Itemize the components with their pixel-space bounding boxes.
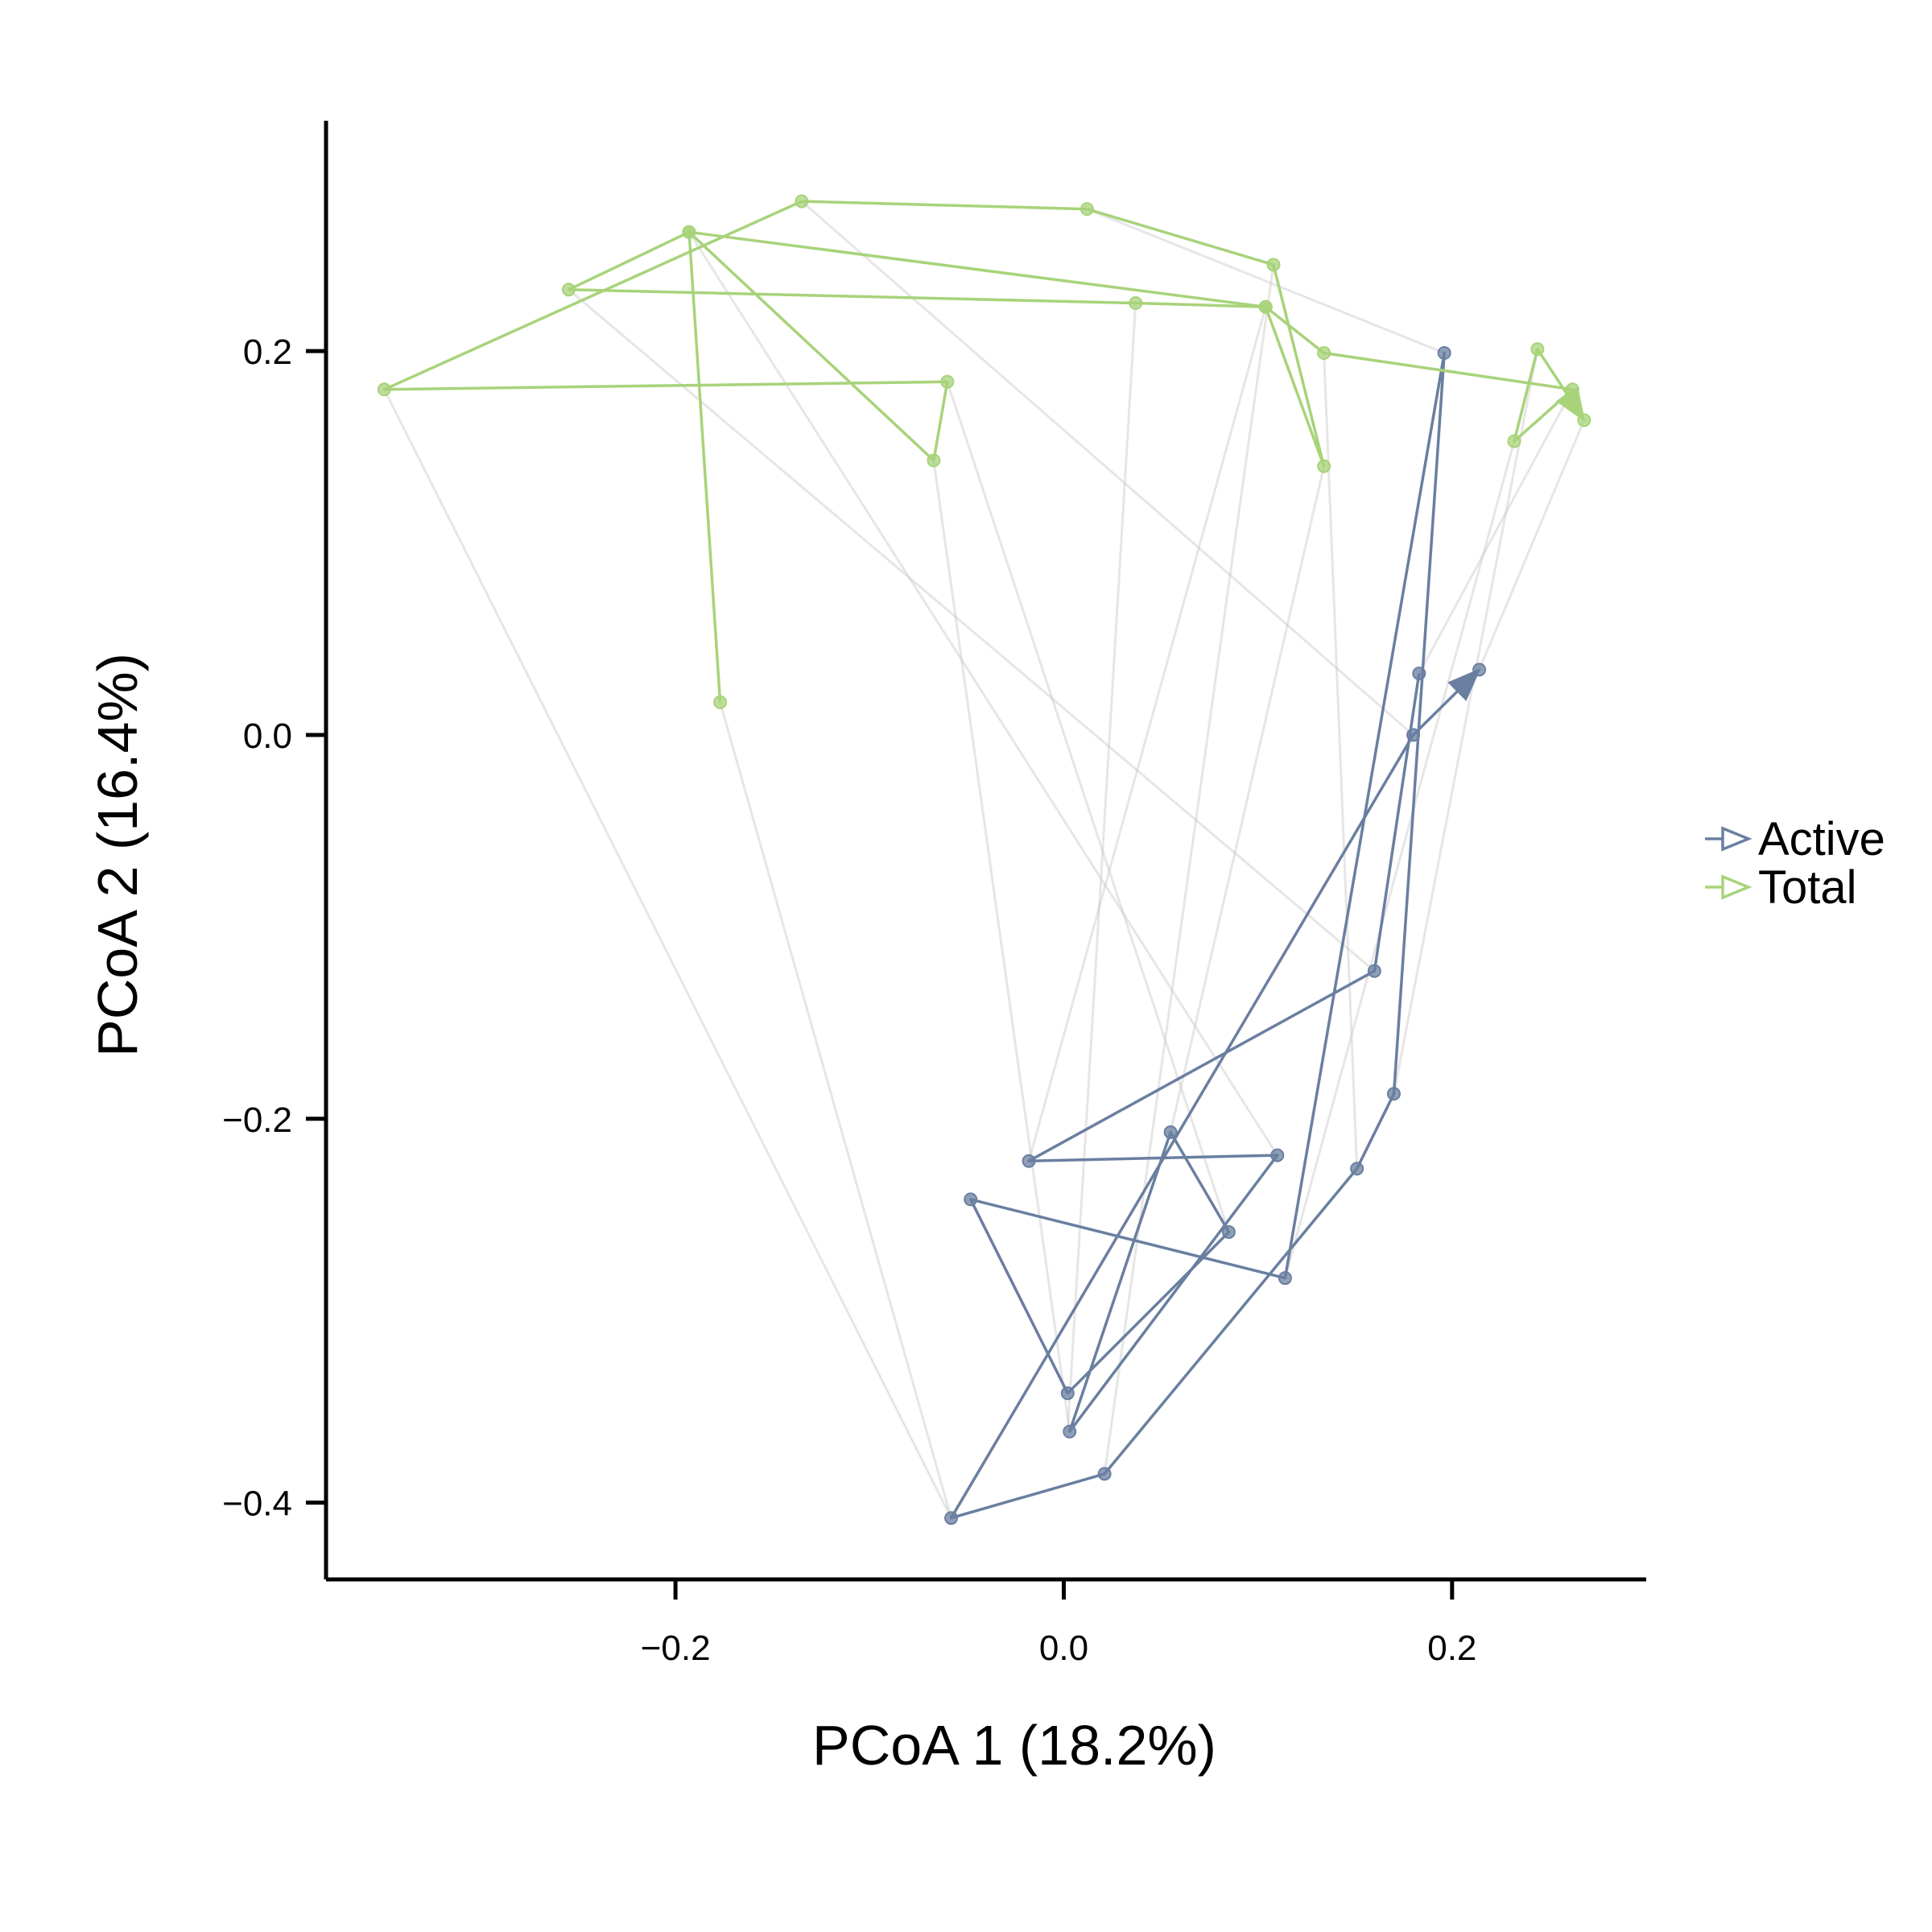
total-point <box>682 225 696 239</box>
active-point <box>1060 1386 1075 1401</box>
connector-line <box>1169 465 1326 1133</box>
axes <box>324 121 1646 1582</box>
connector-line <box>1323 353 1359 1169</box>
connector-line <box>1283 440 1516 1279</box>
connector-line <box>1066 303 1137 1432</box>
data-points <box>377 194 1591 1525</box>
series-paths <box>382 200 1586 1520</box>
active-point <box>1412 667 1426 681</box>
connector-line <box>932 460 1071 1432</box>
active-point <box>1386 1087 1401 1101</box>
total-point <box>940 374 955 389</box>
active-point <box>1406 728 1421 742</box>
y-tick-label: −0.2 <box>222 1100 292 1140</box>
total-arrowhead <box>1555 386 1586 423</box>
total-point <box>1565 382 1579 397</box>
x-tick-label: 0.2 <box>1427 1629 1476 1668</box>
active-point <box>1278 1271 1292 1286</box>
active-point <box>1163 1125 1178 1139</box>
active-arrowhead <box>1447 667 1481 702</box>
total-point <box>927 453 941 468</box>
active-point <box>1221 1224 1236 1239</box>
tick-marks: −0.2 0.0 0.2 −0.4 −0.2 0.0 0.2 <box>222 332 1476 1668</box>
total-point <box>1577 413 1591 427</box>
legend-item-active: Active <box>1705 813 1885 865</box>
total-trajectory-line <box>382 200 1586 703</box>
active-point <box>1063 1424 1077 1439</box>
total-point <box>377 382 391 397</box>
connector-line <box>1086 208 1445 354</box>
connector-line <box>383 389 952 1519</box>
total-point <box>1530 342 1545 357</box>
connector-line <box>1027 306 1267 1162</box>
active-point <box>1472 663 1487 677</box>
total-point <box>1258 299 1273 314</box>
y-tick-label: −0.4 <box>222 1484 292 1524</box>
legend-label-total: Total <box>1758 861 1857 914</box>
total-point <box>1317 459 1331 473</box>
total-point <box>795 194 809 208</box>
total-point <box>1129 296 1143 310</box>
connector-lines <box>383 200 1586 1519</box>
legend-arrow-total <box>1721 874 1752 900</box>
active-point <box>1437 345 1451 360</box>
x-axis-title: PCoA 1 (18.2%) <box>812 1714 1216 1777</box>
y-tick-label: 0.0 <box>243 716 292 756</box>
connector-line <box>568 288 1376 972</box>
connector-line <box>1478 419 1586 671</box>
legend-arrow-active <box>1721 826 1752 852</box>
connector-line <box>719 702 953 1519</box>
x-tick-label: 0.0 <box>1039 1629 1088 1668</box>
connector-line <box>1103 264 1275 1475</box>
total-point <box>1507 434 1521 448</box>
total-point <box>561 283 576 297</box>
active-point <box>1270 1148 1285 1162</box>
active-point <box>1367 964 1381 978</box>
connector-line <box>1418 389 1574 675</box>
active-point <box>1350 1162 1364 1176</box>
active-point <box>1022 1154 1036 1168</box>
active-point <box>944 1511 959 1525</box>
legend-label-active: Active <box>1758 813 1885 865</box>
y-tick-label: 0.2 <box>243 332 292 372</box>
total-point <box>713 695 728 709</box>
active-point <box>964 1192 978 1207</box>
y-axis-title: PCoA 2 (16.4%) <box>86 653 149 1057</box>
connector-line <box>1392 349 1539 1095</box>
connector-line <box>946 381 1230 1232</box>
total-point <box>1080 202 1094 217</box>
x-tick-label: −0.2 <box>641 1629 711 1668</box>
legend-item-total: Total <box>1705 861 1857 914</box>
connector-line <box>800 200 1414 737</box>
connector-line <box>687 231 1279 1156</box>
active-point <box>1097 1467 1112 1481</box>
total-point <box>1317 345 1331 360</box>
total-point <box>1266 258 1281 272</box>
